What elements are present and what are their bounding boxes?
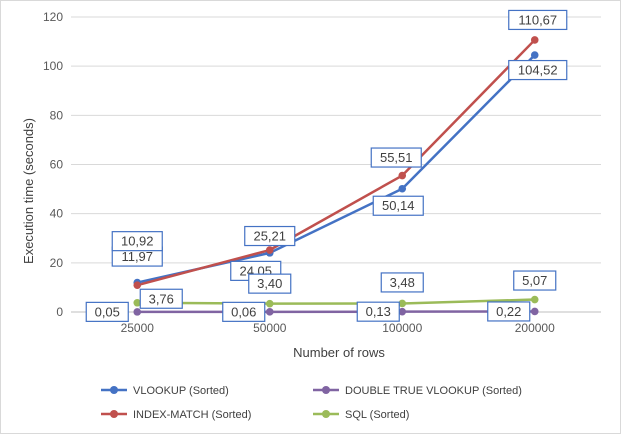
legend-label: VLOOKUP (Sorted): [133, 385, 229, 397]
legend-item: SQL (Sorted): [313, 409, 409, 421]
data-point: [133, 281, 141, 289]
series-line: [137, 40, 535, 285]
legend-label: INDEX-MATCH (Sorted): [133, 409, 251, 421]
data-label: 3,40: [249, 274, 291, 293]
data-label-text: 0,06: [231, 304, 256, 319]
data-label: 3,48: [381, 273, 423, 292]
data-point: [266, 308, 274, 316]
data-label: 25,21: [245, 227, 295, 246]
y-tick-label: 40: [50, 207, 64, 221]
data-label-text: 104,52: [518, 63, 558, 78]
legend-marker: [322, 410, 330, 418]
data-point: [266, 246, 274, 254]
series-line: [137, 55, 535, 283]
y-tick-label: 120: [43, 10, 63, 24]
data-point: [398, 172, 406, 180]
data-label-text: 25,21: [253, 229, 286, 244]
legend-marker: [322, 386, 330, 394]
y-tick-label: 80: [50, 108, 64, 122]
data-point: [531, 51, 539, 59]
series-lines: [137, 40, 535, 312]
data-label-text: 0,22: [496, 304, 521, 319]
data-label-text: 10,92: [121, 234, 154, 249]
data-label: 0,13: [357, 302, 399, 321]
series-line: [137, 300, 535, 304]
data-label: 0,06: [223, 302, 265, 321]
data-label-text: 110,67: [518, 12, 557, 27]
y-axis-title: Execution time (seconds): [21, 118, 36, 264]
data-label-text: 0,05: [95, 304, 120, 319]
y-tick-label: 60: [50, 158, 64, 172]
data-point: [531, 296, 539, 304]
data-label-text: 5,07: [522, 273, 547, 288]
data-label: 0,05: [86, 302, 128, 321]
data-label: 0,22: [488, 302, 530, 321]
data-label: 110,67: [509, 10, 567, 29]
x-tick-label: 25000: [121, 321, 155, 335]
data-label-text: 3,40: [257, 276, 282, 291]
data-label: 55,51: [371, 148, 421, 167]
data-label-text: 3,76: [149, 291, 174, 306]
legend: VLOOKUP (Sorted) DOUBLE TRUE VLOOKUP (Sor…: [101, 385, 522, 421]
legend-item: DOUBLE TRUE VLOOKUP (Sorted): [313, 385, 522, 397]
data-label-text: 50,14: [382, 198, 415, 213]
y-axis-ticks: 0 20 40 60 80 100 120: [43, 10, 63, 319]
data-label: 5,07: [514, 271, 556, 290]
data-label: 10,92: [112, 232, 162, 251]
data-point: [266, 300, 274, 308]
data-point: [531, 36, 539, 44]
data-point: [531, 308, 539, 316]
data-label-text: 55,51: [380, 150, 413, 165]
data-label: 50,14: [373, 196, 423, 215]
data-label: 104,52: [509, 61, 567, 80]
x-tick-label: 200000: [515, 321, 555, 335]
data-label-text: 11,97: [121, 249, 153, 264]
series-points: [133, 36, 538, 316]
y-tick-label: 0: [56, 305, 63, 319]
data-label-text: 0,13: [366, 304, 391, 319]
legend-marker: [110, 410, 118, 418]
legend-item: INDEX-MATCH (Sorted): [101, 409, 251, 421]
x-axis-title: Number of rows: [293, 345, 385, 360]
legend-item: VLOOKUP (Sorted): [101, 385, 229, 397]
data-point: [133, 308, 141, 316]
legend-label: DOUBLE TRUE VLOOKUP (Sorted): [345, 385, 522, 397]
x-axis-ticks: 25000 50000 100000 200000: [121, 321, 556, 335]
x-tick-label: 50000: [253, 321, 287, 335]
y-tick-label: 20: [50, 256, 64, 270]
x-tick-label: 100000: [382, 321, 422, 335]
legend-marker: [110, 386, 118, 394]
legend-label: SQL (Sorted): [345, 409, 409, 421]
data-label: 3,76: [140, 289, 182, 308]
y-tick-label: 100: [43, 59, 63, 73]
data-point: [398, 185, 406, 193]
data-label-text: 3,48: [390, 275, 415, 290]
